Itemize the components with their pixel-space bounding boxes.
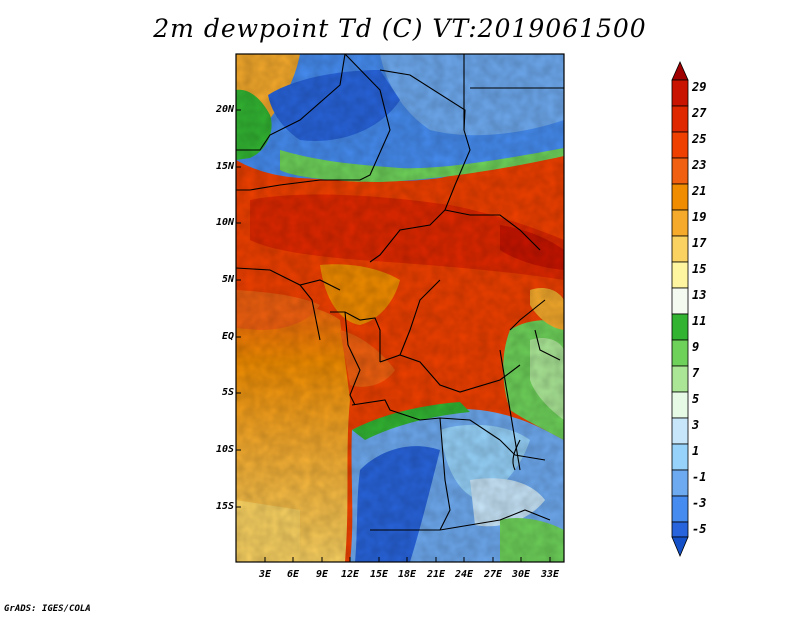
lon-label: 6E [286,569,300,580]
lat-label: 5S [221,387,234,398]
lon-label: 24E [454,569,474,580]
lat-label: 15N [215,161,234,172]
colorbar-label: 13 [692,288,707,302]
lon-label: 9E [315,569,329,580]
colorbar-label: 27 [692,106,707,120]
lat-label: 20N [215,104,234,115]
colorbar-label: 7 [692,366,700,380]
colorbar-label: 5 [692,392,700,406]
lon-label: 21E [426,569,446,580]
colorbar-label: 21 [692,184,707,198]
lon-label: 15E [369,569,389,580]
lon-label: 33E [540,569,560,580]
colorbar-label: 1 [692,444,700,458]
lon-label: 18E [397,569,417,580]
lon-label: 3E [258,569,272,580]
colorbar-label: 19 [692,210,707,224]
colorbar-label: 3 [692,418,700,432]
lat-label: 10S [215,444,234,455]
colorbar-label: 17 [692,236,707,250]
axis-ticks [236,109,551,562]
map-frame [235,53,565,563]
map-title: 2m dewpoint Td (C) VT:2019061500 [153,14,647,43]
lat-label: 10N [215,217,234,228]
colorbar-label: 15 [692,262,707,276]
colorbar-bottom-arrow [671,536,689,558]
lat-label: 15S [215,501,234,512]
colorbar [671,61,689,558]
lat-label: EQ [221,331,234,342]
colorbar-label: -1 [692,470,707,484]
colorbar-label: 11 [692,314,707,328]
lon-label: 27E [483,569,503,580]
lon-label: 12E [340,569,360,580]
country-borders [236,54,564,531]
grads-credit: GrADS: IGES/COLA [4,604,91,614]
colorbar-label: -5 [692,522,707,536]
colorbar-label: -3 [692,496,707,510]
lat-label: 5N [221,274,234,285]
colorbar-label: 29 [692,80,707,94]
colorbar-label: 9 [692,340,700,354]
colorbar-label: 23 [692,158,707,172]
colorbar-top-arrow [671,61,689,81]
colorbar-label: 25 [692,132,707,146]
lon-label: 30E [511,569,531,580]
dewpoint-field [236,54,564,562]
